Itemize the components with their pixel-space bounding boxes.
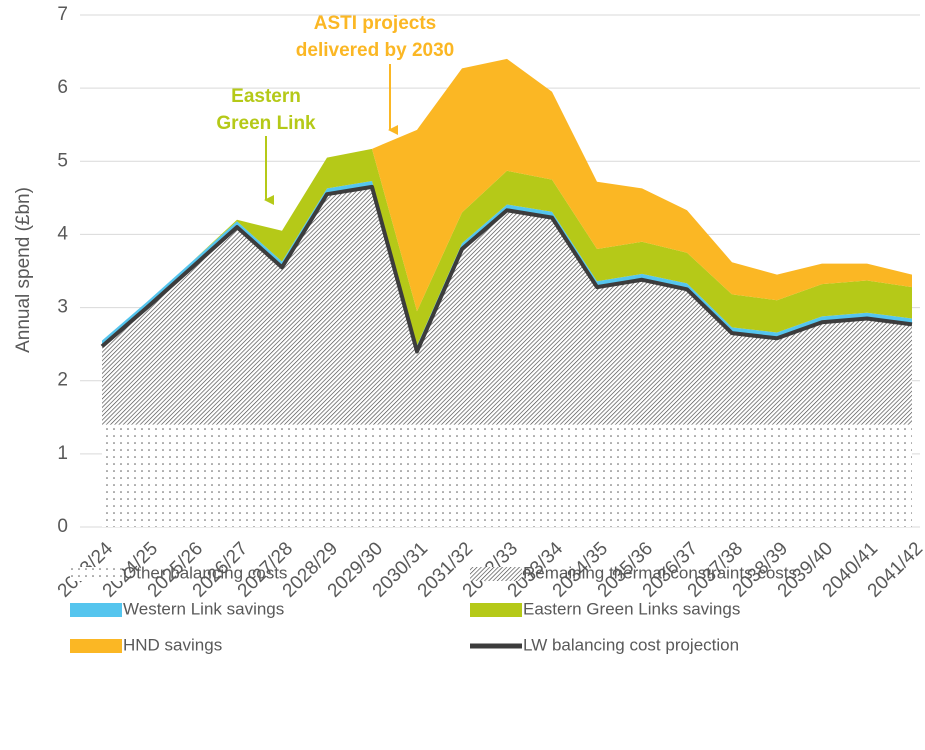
legend-label: Other balancing costs — [123, 563, 287, 582]
legend-swatch — [70, 639, 122, 653]
annotation: Green Link — [216, 113, 316, 134]
legend-label: Remaining thermal constraints costs — [523, 563, 797, 582]
legend-swatch — [70, 567, 122, 581]
y-tick-label: 5 — [57, 150, 68, 171]
y-tick-label: 6 — [57, 77, 68, 98]
y-tick-label: 3 — [57, 297, 68, 318]
line — [100, 184, 913, 354]
area — [102, 58, 912, 341]
legend-label: HND savings — [123, 635, 222, 654]
annotation: delivered by 2030 — [296, 40, 454, 61]
y-tick-label: 0 — [57, 516, 68, 537]
y-axis-label: Annual spend (£bn) — [13, 187, 34, 353]
y-tick-label: 1 — [57, 443, 68, 464]
annotation: Eastern — [231, 86, 301, 107]
legend-label: Eastern Green Links savings — [523, 599, 740, 618]
legend-swatch — [470, 567, 522, 581]
annotation: ASTI projects — [314, 13, 436, 34]
legend-swatch — [470, 603, 522, 617]
area — [102, 186, 912, 425]
legend-swatch — [70, 603, 122, 617]
y-tick-label: 4 — [57, 223, 68, 244]
y-tick-label: 2 — [57, 370, 68, 391]
legend-label: Western Link savings — [123, 599, 284, 618]
area — [102, 148, 912, 346]
y-tick-label: 7 — [57, 4, 68, 25]
area — [102, 424, 912, 527]
legend-label: LW balancing cost projection — [523, 635, 739, 654]
